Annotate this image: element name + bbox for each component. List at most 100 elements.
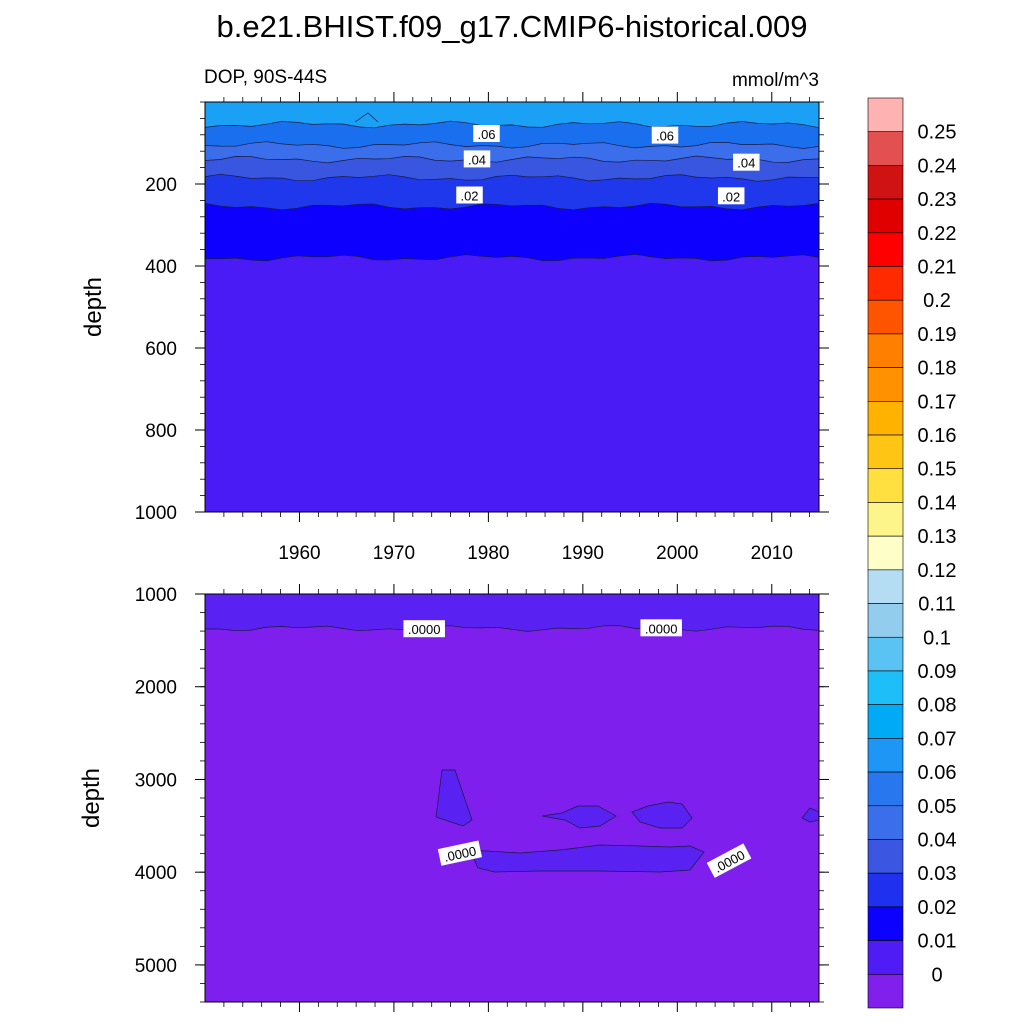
chart-title: b.e21.BHIST.f09_g17.CMIP6-historical.009 bbox=[216, 9, 807, 44]
colorbar-swatch bbox=[867, 131, 904, 166]
upper-panel-frame bbox=[204, 101, 820, 513]
upper-panel-fills bbox=[205, 102, 819, 513]
colorbar-swatch bbox=[867, 333, 904, 368]
y-tick-label: 200 bbox=[145, 175, 177, 196]
contour-line-0p02 bbox=[204, 202, 820, 211]
contour-label: .04 bbox=[463, 150, 491, 168]
colorbar-label: 0.18 bbox=[918, 358, 957, 380]
colorbar-label: 0.21 bbox=[918, 257, 957, 279]
x-tick-label: 2000 bbox=[656, 543, 698, 564]
y-tick-label: 600 bbox=[145, 339, 177, 360]
colorbar-swatch bbox=[867, 603, 904, 638]
lower-panel-contour-labels: .0000.0000.0000.0000 bbox=[403, 619, 752, 878]
colorbar-swatch bbox=[867, 97, 904, 133]
upper-band-fill bbox=[205, 594, 819, 632]
y-tick-label: 2000 bbox=[135, 678, 177, 699]
colorbar-swatch bbox=[867, 232, 904, 267]
x-tick-label: 1970 bbox=[373, 543, 415, 564]
lower-panel-contour-lines bbox=[205, 625, 820, 632]
lower-panel-ticks: 1000 2000 3000 4000 5000 bbox=[135, 584, 829, 1012]
colorbar-label: 0.01 bbox=[918, 931, 957, 953]
svg-text:.0000: .0000 bbox=[443, 843, 478, 864]
upper-panel-ticks: 1960 1970 1980 1990 2000 2010 200 400 600 800 1000 bbox=[135, 92, 829, 564]
contour-line-0p03 bbox=[204, 173, 820, 182]
contour-line-0p01 bbox=[204, 253, 820, 262]
x-tick-label: 1980 bbox=[467, 543, 509, 564]
colorbar-label: 0.23 bbox=[918, 189, 957, 211]
colorbar-label: 0.04 bbox=[918, 829, 957, 851]
upper-panel-contour-labels: .06 .06 .04 .04 .02 .02 bbox=[456, 125, 760, 205]
colorbar-swatch bbox=[867, 771, 904, 807]
colorbar-swatch bbox=[867, 165, 904, 200]
svg-text:.04: .04 bbox=[468, 152, 486, 167]
colorbar-swatch bbox=[867, 906, 904, 941]
colorbar-label: 0.15 bbox=[918, 459, 957, 481]
units-label: mmol/m^3 bbox=[732, 70, 819, 91]
colorbar-swatch bbox=[867, 299, 904, 335]
colorbar-swatch bbox=[867, 198, 904, 234]
y-tick-label: 3000 bbox=[135, 770, 177, 791]
y-tick-label: 4000 bbox=[135, 863, 177, 884]
colorbar-swatch bbox=[867, 367, 904, 402]
colorbar-swatch bbox=[867, 569, 904, 604]
contour-label: .02 bbox=[717, 187, 745, 205]
variable-label: DOP, 90S-44S bbox=[204, 67, 327, 88]
y-tick-label: 800 bbox=[145, 421, 177, 442]
colorbar-label: 0.25 bbox=[918, 122, 957, 144]
contour-blob bbox=[631, 801, 693, 829]
svg-text:.0000: .0000 bbox=[408, 622, 441, 637]
svg-text:.0000: .0000 bbox=[645, 621, 678, 636]
colorbar-swatch bbox=[867, 401, 904, 436]
contour-line-bump bbox=[354, 112, 379, 123]
x-tick-label: 1960 bbox=[278, 543, 320, 564]
y-tick-label: 1000 bbox=[135, 585, 177, 606]
contour-line-0p05 bbox=[204, 141, 820, 149]
svg-text:.04: .04 bbox=[737, 156, 755, 171]
upper-panel-contour-lines bbox=[204, 112, 820, 262]
colorbar-swatch bbox=[867, 738, 904, 773]
colorbar-label: 0.09 bbox=[918, 661, 957, 683]
colorbar-swatch bbox=[867, 434, 904, 470]
x-tick-label: 2010 bbox=[751, 543, 793, 564]
colorbar-label: 0.06 bbox=[918, 762, 957, 784]
contour-blob bbox=[469, 844, 705, 873]
colorbar-swatch bbox=[867, 805, 904, 840]
colorbar-swatch bbox=[867, 636, 904, 672]
colorbar-swatch bbox=[867, 940, 904, 975]
colorbar-label: 0.17 bbox=[918, 391, 957, 413]
colorbar-swatch bbox=[867, 266, 904, 301]
colorbar-swatch bbox=[867, 468, 904, 503]
boundary-contour-line bbox=[205, 625, 820, 632]
colorbar-label: 0.07 bbox=[918, 728, 957, 750]
contour-line-0p04 bbox=[204, 155, 820, 164]
colorbar: 0.25 0.24 0.23 0.22 0.21 0.2 0.19 0.18 0.17 0.16 0… bbox=[867, 97, 957, 1009]
contour-label: .06 bbox=[651, 126, 679, 144]
contour-label: .04 bbox=[733, 153, 760, 171]
colorbar-label: 0.08 bbox=[918, 695, 957, 717]
contour-label: .0000 bbox=[403, 620, 445, 638]
contour-blob bbox=[541, 805, 617, 829]
colorbar-label: 0.19 bbox=[918, 324, 957, 346]
colorbar-swatch bbox=[867, 502, 904, 537]
y-tick-label: 5000 bbox=[135, 956, 177, 977]
colorbar-swatch bbox=[867, 973, 904, 1009]
contour-label: .0000 bbox=[437, 840, 482, 866]
colorbar-swatch bbox=[867, 839, 904, 874]
colorbar-label: 0.13 bbox=[918, 526, 957, 548]
svg-text:.06: .06 bbox=[656, 129, 674, 144]
colorbar-swatch bbox=[867, 535, 904, 571]
colorbar-label: 0 bbox=[931, 964, 942, 986]
svg-text:.06: .06 bbox=[477, 127, 495, 142]
upper-y-axis-label: depth bbox=[80, 277, 107, 337]
lower-y-axis-label: depth bbox=[78, 768, 105, 828]
svg-text:.02: .02 bbox=[460, 189, 478, 204]
svg-text:.02: .02 bbox=[722, 189, 740, 204]
colorbar-label: 0.24 bbox=[918, 155, 957, 177]
contour-fill-0p01 bbox=[205, 254, 819, 513]
colorbar-label: 0.02 bbox=[918, 897, 957, 919]
colorbar-swatch bbox=[867, 872, 904, 908]
colorbar-label: 0.11 bbox=[918, 594, 955, 616]
colorbar-swatch bbox=[867, 704, 904, 739]
colorbar-label: 0.1 bbox=[923, 627, 951, 649]
